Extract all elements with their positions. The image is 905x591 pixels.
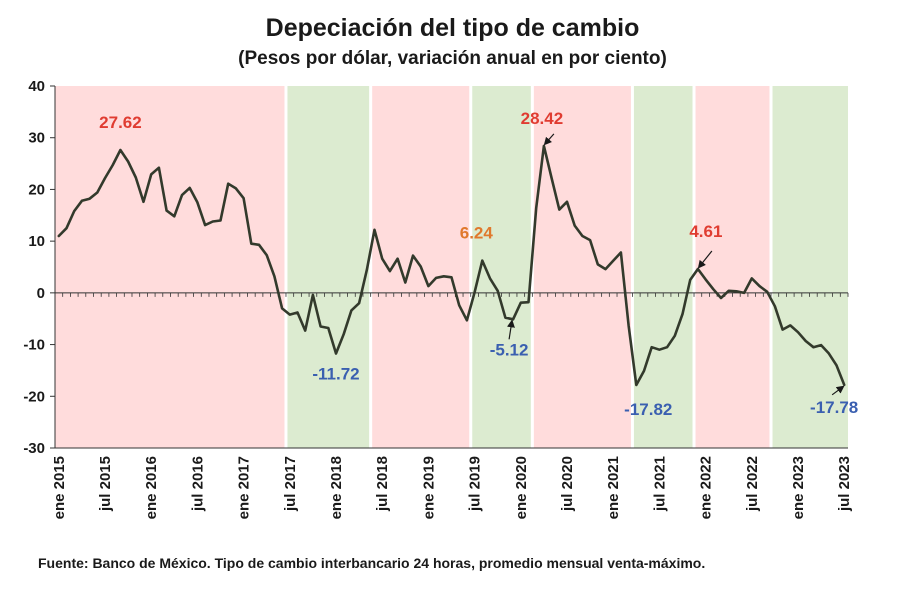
annotations: 27.62 -11.72 6.24 -5.12 28.42 -17.82 4.61 -17.7… [99, 109, 858, 419]
data-label: -17.78 [810, 398, 858, 417]
annotation-arrow [831, 385, 845, 396]
y-tick-label: -10 [23, 337, 45, 354]
data-label: 4.61 [689, 222, 722, 241]
y-tick-label: 10 [28, 233, 45, 250]
y-tick-label: 20 [28, 181, 45, 198]
x-tick-label: ene 2021 [605, 456, 622, 519]
x-tick-label: ene 2019 [420, 456, 437, 519]
data-label: -11.72 [312, 364, 359, 383]
x-tick-label: jul 2018 [374, 456, 391, 512]
annotation-arrow [543, 133, 555, 146]
y-tick-label: 0 [37, 285, 45, 302]
source-footer: Fuente: Banco de México. Tipo de cambio … [38, 555, 706, 571]
background-bands [55, 86, 848, 448]
series-line [57, 144, 846, 387]
x-tick-label: jul 2016 [189, 456, 206, 512]
x-tick-label: ene 2017 [236, 456, 253, 519]
annotation-arrow [697, 250, 713, 269]
chart-subtitle: (Pesos por dólar, variación anual en por… [238, 48, 667, 69]
x-tick-label: jul 2017 [282, 456, 299, 512]
band-apreciación [285, 86, 371, 448]
series-line-path [57, 144, 846, 387]
y-tick-label: -30 [23, 440, 45, 457]
x-tick-label: jul 2021 [651, 456, 668, 512]
band-depreciación [694, 86, 772, 448]
x-tick-label: jul 2023 [836, 456, 853, 512]
chart-title: Depeciación del tipo de cambio [265, 14, 640, 42]
data-label: 28.42 [521, 109, 564, 128]
x-tick-label: jul 2020 [559, 456, 576, 512]
x-tick-label: ene 2023 [790, 456, 807, 519]
x-tick-label: jul 2022 [744, 456, 761, 512]
y-tick-label: -20 [23, 388, 45, 405]
band-depreciación [55, 86, 286, 448]
x-tick-labels: ene 2015 jul 2015 ene 2016 jul 2016 ene 2017… [51, 456, 853, 519]
x-tick-label: ene 2015 [51, 456, 68, 519]
x-tick-label: ene 2018 [328, 456, 345, 519]
annotation-arrow [507, 319, 515, 340]
x-tick-label: ene 2020 [513, 456, 530, 519]
x-tick-label: jul 2019 [467, 456, 484, 512]
y-tick-labels: -30 -20 -10 0 10 20 30 40 [23, 78, 45, 457]
band-depreciación [532, 86, 633, 448]
x-tick-label: ene 2022 [698, 456, 715, 519]
band-apreciación [632, 86, 695, 448]
data-label: -5.12 [490, 340, 529, 359]
data-label: 6.24 [460, 224, 494, 243]
band-apreciación [771, 86, 848, 448]
x-tick-label: ene 2016 [143, 456, 160, 519]
data-label: -17.82 [624, 400, 672, 419]
x-tick-label: jul 2015 [97, 456, 114, 512]
y-tick-label: 30 [28, 130, 45, 147]
y-tick-label: 40 [28, 78, 45, 95]
data-label: 27.62 [99, 113, 142, 132]
